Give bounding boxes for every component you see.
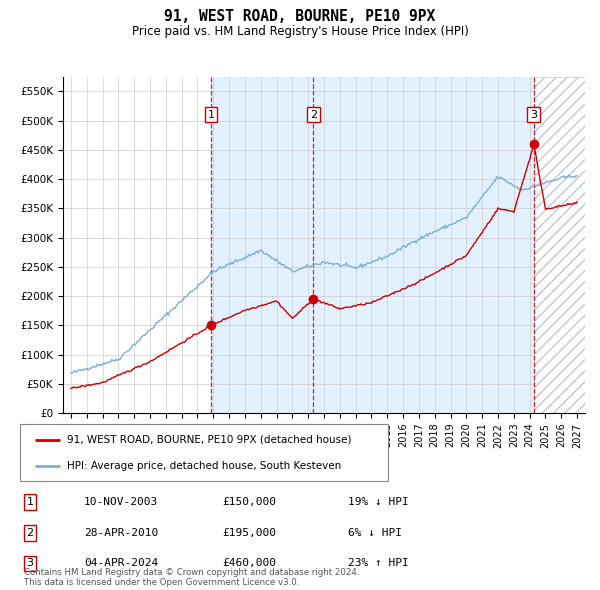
Text: 2: 2 — [310, 110, 317, 120]
Text: 23% ↑ HPI: 23% ↑ HPI — [348, 559, 409, 568]
Text: Contains HM Land Registry data © Crown copyright and database right 2024.
This d: Contains HM Land Registry data © Crown c… — [24, 568, 359, 587]
Text: 2: 2 — [26, 528, 34, 537]
Text: 3: 3 — [26, 559, 34, 568]
Text: 19% ↓ HPI: 19% ↓ HPI — [348, 497, 409, 507]
Text: 91, WEST ROAD, BOURNE, PE10 9PX: 91, WEST ROAD, BOURNE, PE10 9PX — [164, 9, 436, 24]
Text: 04-APR-2024: 04-APR-2024 — [84, 559, 158, 568]
Text: 28-APR-2010: 28-APR-2010 — [84, 528, 158, 537]
Text: 1: 1 — [208, 110, 215, 120]
Text: 1: 1 — [26, 497, 34, 507]
FancyBboxPatch shape — [20, 424, 388, 481]
Text: 3: 3 — [530, 110, 537, 120]
Text: 91, WEST ROAD, BOURNE, PE10 9PX (detached house): 91, WEST ROAD, BOURNE, PE10 9PX (detache… — [67, 435, 352, 445]
Text: £195,000: £195,000 — [222, 528, 276, 537]
Text: 10-NOV-2003: 10-NOV-2003 — [84, 497, 158, 507]
Text: £460,000: £460,000 — [222, 559, 276, 568]
Text: Price paid vs. HM Land Registry's House Price Index (HPI): Price paid vs. HM Land Registry's House … — [131, 25, 469, 38]
Text: £150,000: £150,000 — [222, 497, 276, 507]
Text: 6% ↓ HPI: 6% ↓ HPI — [348, 528, 402, 537]
Text: HPI: Average price, detached house, South Kesteven: HPI: Average price, detached house, Sout… — [67, 461, 341, 471]
